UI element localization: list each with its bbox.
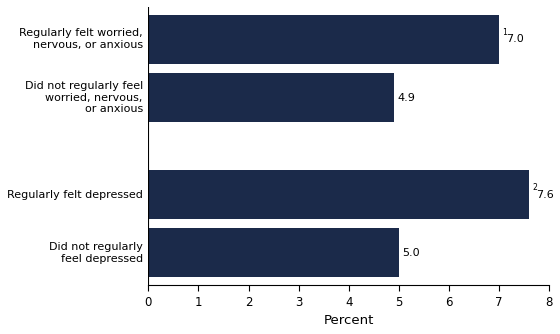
Bar: [148, 73, 394, 122]
Text: 7.6: 7.6: [536, 189, 554, 199]
Text: 7.0: 7.0: [506, 34, 524, 44]
Text: 5.0: 5.0: [402, 248, 419, 258]
Text: 2: 2: [533, 183, 537, 192]
Bar: [148, 228, 399, 277]
Text: 1: 1: [502, 28, 507, 37]
X-axis label: Percent: Percent: [324, 314, 374, 327]
Bar: [148, 15, 500, 63]
Text: 4.9: 4.9: [397, 93, 415, 103]
Bar: [148, 170, 529, 219]
